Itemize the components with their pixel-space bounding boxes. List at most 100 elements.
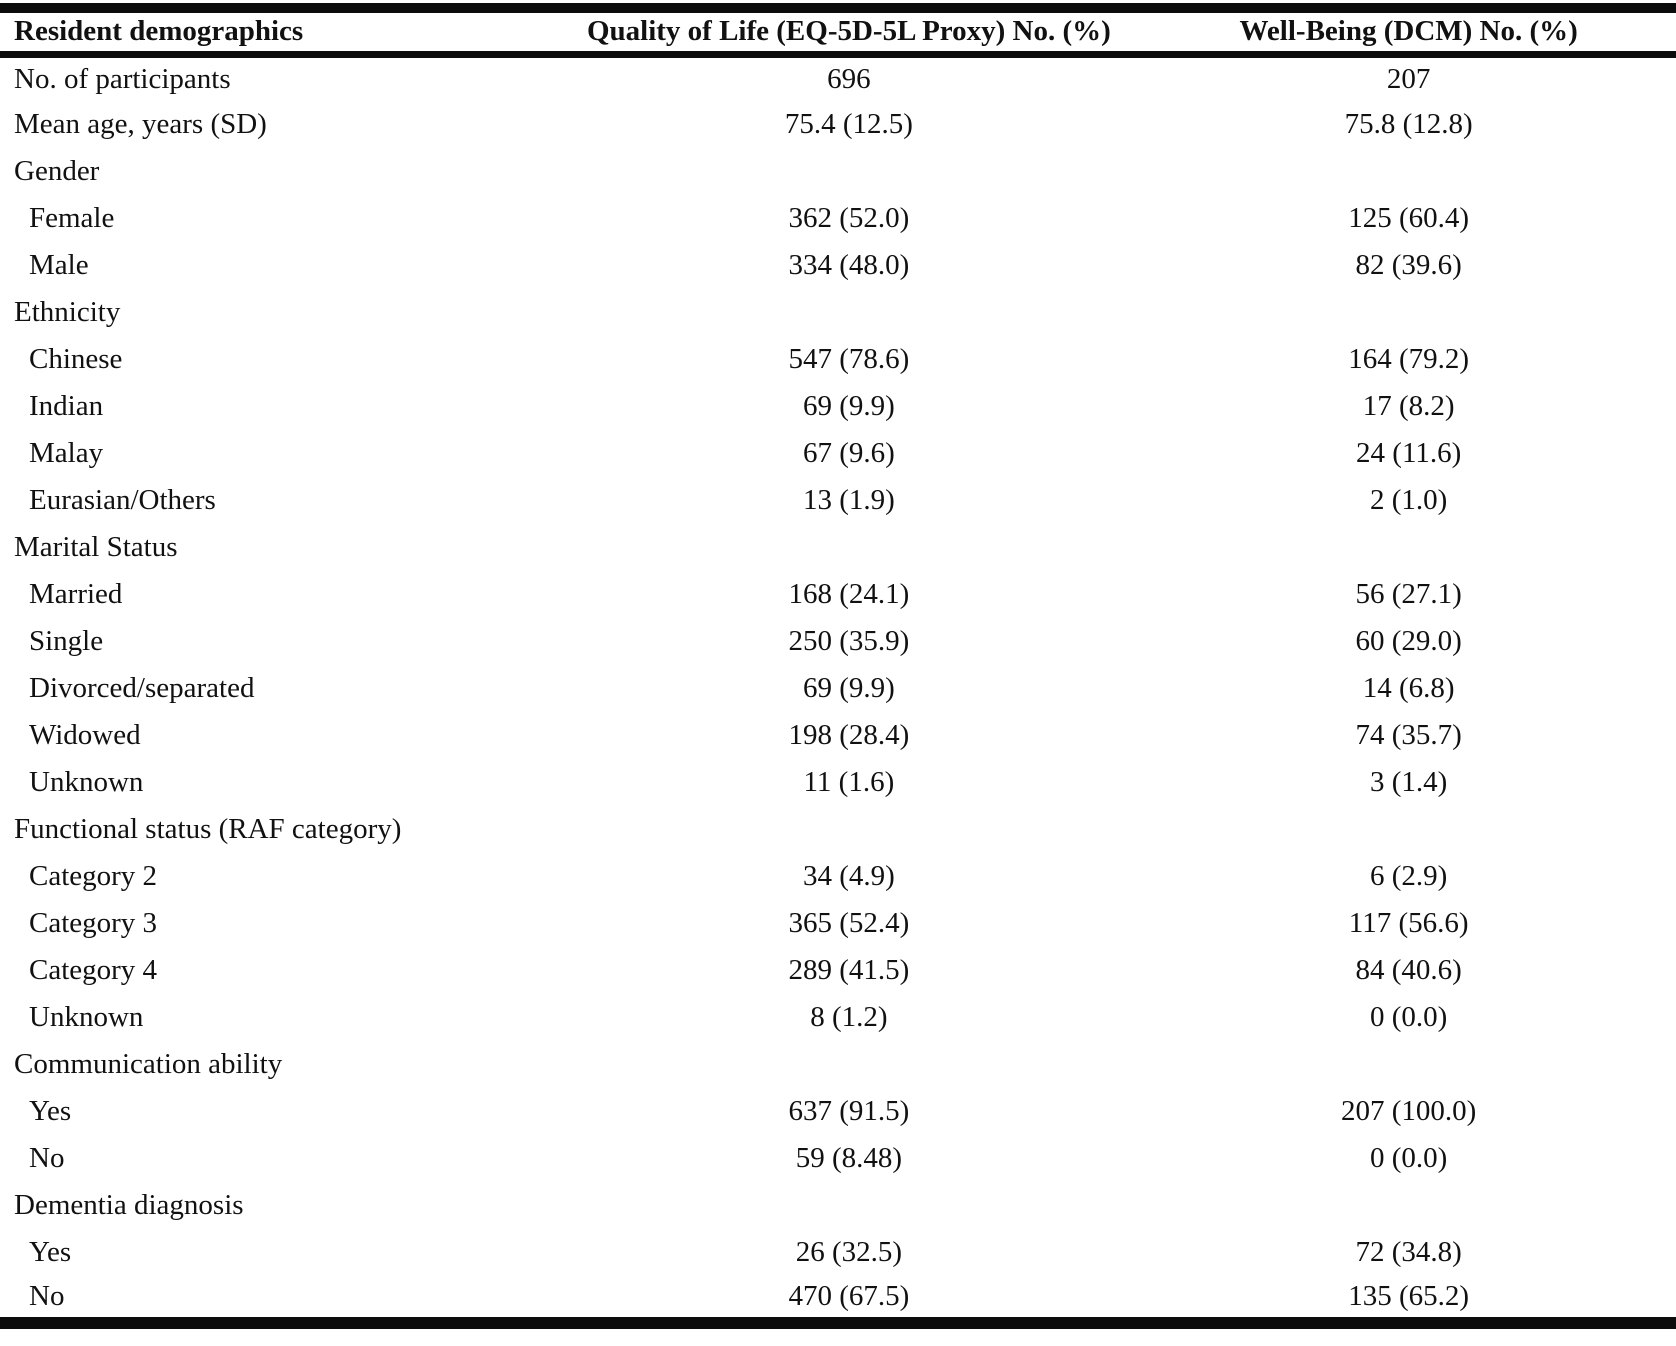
- row-label: Malay: [29, 437, 104, 469]
- well-being-value: 117 (56.6): [1348, 907, 1469, 939]
- section-label: Communication ability: [14, 1048, 283, 1080]
- table-row: Widowed 198 (28.4) 74 (35.7): [0, 712, 1676, 759]
- well-being-value: 3 (1.4): [1370, 766, 1448, 798]
- quality-of-life-value: [556, 1182, 1141, 1229]
- row-label: No: [29, 1142, 65, 1174]
- table-row: Divorced/separated 69 (9.9) 14 (6.8): [0, 665, 1676, 712]
- row-label: Married: [29, 578, 123, 610]
- well-being-value: 0 (0.0): [1370, 1142, 1448, 1174]
- row-label: Indian: [29, 390, 104, 422]
- section-label: Functional status (RAF category): [14, 813, 402, 845]
- row-label: Female: [29, 202, 115, 234]
- table-row: Category 2 34 (4.9) 6 (2.9): [0, 853, 1676, 900]
- well-being-value: [1141, 524, 1676, 571]
- table-row: Category 4 289 (41.5) 84 (40.6): [0, 947, 1676, 994]
- row-label: Yes: [29, 1236, 72, 1268]
- table-row: Female 362 (52.0) 125 (60.4): [0, 195, 1676, 242]
- section-label: Gender: [14, 155, 100, 187]
- row-label: Category 2: [29, 860, 158, 892]
- well-being-value: 56 (27.1): [1355, 578, 1462, 610]
- row-label: Unknown: [29, 766, 144, 798]
- header-row: Resident demographics Quality of Life (E…: [0, 8, 1676, 58]
- quality-of-life-value: 696: [827, 62, 871, 95]
- quality-of-life-value: 75.4 (12.5): [784, 108, 913, 140]
- table-row: Mean age, years (SD) 75.4 (12.5) 75.8 (12.…: [0, 101, 1676, 148]
- table-row: No. of participants 696 207: [0, 54, 1676, 101]
- table-row: Married 168 (24.1) 56 (27.1): [0, 571, 1676, 618]
- table-row: Eurasian/Others 13 (1.9) 2 (1.0): [0, 477, 1676, 524]
- header-well-being: Well-Being (DCM) No. (%): [1141, 8, 1676, 58]
- header-quality-of-life: Quality of Life (EQ-5D-5L Proxy) No. (%): [556, 8, 1142, 58]
- quality-of-life-value: 34 (4.9): [802, 860, 895, 892]
- well-being-value: 2 (1.0): [1370, 484, 1448, 516]
- table-row: Single 250 (35.9) 60 (29.0): [0, 618, 1676, 665]
- quality-of-life-value: 69 (9.9): [802, 390, 895, 422]
- table-row: Unknown 11 (1.6) 3 (1.4): [0, 759, 1676, 806]
- section-label: Dementia diagnosis: [14, 1189, 244, 1221]
- quality-of-life-value: 334 (48.0): [788, 249, 910, 281]
- section-label: Marital Status: [14, 531, 178, 563]
- row-label: No: [29, 1280, 65, 1312]
- quality-of-life-value: 250 (35.9): [788, 625, 910, 657]
- row-label: Category 3: [29, 907, 158, 939]
- section-row: Functional status (RAF category): [0, 806, 1676, 853]
- well-being-value: 82 (39.6): [1355, 249, 1462, 281]
- section-label: Ethnicity: [14, 296, 121, 328]
- table-row: Malay 67 (9.6) 24 (11.6): [0, 430, 1676, 477]
- quality-of-life-value: [556, 148, 1141, 195]
- well-being-value: 125 (60.4): [1348, 202, 1470, 234]
- row-label: Category 4: [29, 954, 158, 986]
- table-body: No. of participants 696 207 Mean age, years…: [0, 54, 1676, 1323]
- quality-of-life-value: 67 (9.6): [802, 437, 895, 469]
- quality-of-life-value: [556, 524, 1141, 571]
- row-label: Divorced/separated: [29, 672, 255, 704]
- section-row: Gender: [0, 148, 1676, 195]
- table-row: Yes 26 (32.5) 72 (34.8): [0, 1229, 1676, 1276]
- section-row: Ethnicity: [0, 289, 1676, 336]
- quality-of-life-value: 26 (32.5): [795, 1236, 903, 1268]
- table-row: Category 3 365 (52.4) 117 (56.6): [0, 900, 1676, 947]
- table-row: Chinese 547 (78.6) 164 (79.2): [0, 336, 1676, 383]
- quality-of-life-value: [556, 289, 1141, 336]
- well-being-value: [1141, 1041, 1676, 1088]
- table-row: No 470 (67.5) 135 (65.2): [0, 1276, 1676, 1323]
- quality-of-life-value: 198 (28.4): [788, 719, 910, 751]
- well-being-value: 6 (2.9): [1370, 860, 1448, 892]
- row-label: No. of participants: [14, 62, 231, 95]
- well-being-value: 0 (0.0): [1370, 1001, 1448, 1033]
- table-header: Resident demographics Quality of Life (E…: [0, 8, 1676, 58]
- resident-demographics-table: Resident demographics Quality of Life (E…: [0, 3, 1676, 1329]
- quality-of-life-value: 365 (52.4): [788, 907, 910, 939]
- quality-of-life-value: 59 (8.48): [795, 1142, 903, 1174]
- quality-of-life-value: [556, 806, 1141, 853]
- row-label: Eurasian/Others: [29, 484, 216, 516]
- section-row: Marital Status: [0, 524, 1676, 571]
- well-being-value: 207: [1386, 62, 1431, 95]
- section-row: Dementia diagnosis: [0, 1182, 1676, 1229]
- quality-of-life-value: 168 (24.1): [788, 578, 910, 610]
- row-label: Chinese: [29, 343, 123, 375]
- row-label: Mean age, years (SD): [14, 108, 267, 140]
- well-being-value: 135 (65.2): [1348, 1280, 1470, 1312]
- quality-of-life-value: 8 (1.2): [810, 1001, 888, 1033]
- well-being-value: 60 (29.0): [1355, 625, 1462, 657]
- row-label: Unknown: [29, 1001, 144, 1033]
- well-being-value: [1141, 806, 1676, 853]
- quality-of-life-value: 362 (52.0): [788, 202, 910, 234]
- quality-of-life-value: 13 (1.9): [802, 484, 895, 516]
- well-being-value: [1141, 1182, 1676, 1229]
- section-row: Communication ability: [0, 1041, 1676, 1088]
- quality-of-life-value: 547 (78.6): [788, 343, 910, 375]
- table-row: Yes 637 (91.5) 207 (100.0): [0, 1088, 1676, 1135]
- well-being-value: 14 (6.8): [1362, 672, 1455, 704]
- well-being-value: 75.8 (12.8): [1344, 108, 1473, 140]
- well-being-value: [1141, 148, 1676, 195]
- well-being-value: 207 (100.0): [1341, 1095, 1477, 1127]
- well-being-value: 24 (11.6): [1356, 437, 1462, 469]
- well-being-value: 84 (40.6): [1355, 954, 1462, 986]
- well-being-value: 164 (79.2): [1348, 343, 1470, 375]
- quality-of-life-value: 289 (41.5): [788, 954, 910, 986]
- table-row: Male 334 (48.0) 82 (39.6): [0, 242, 1676, 289]
- well-being-value: 74 (35.7): [1355, 719, 1462, 751]
